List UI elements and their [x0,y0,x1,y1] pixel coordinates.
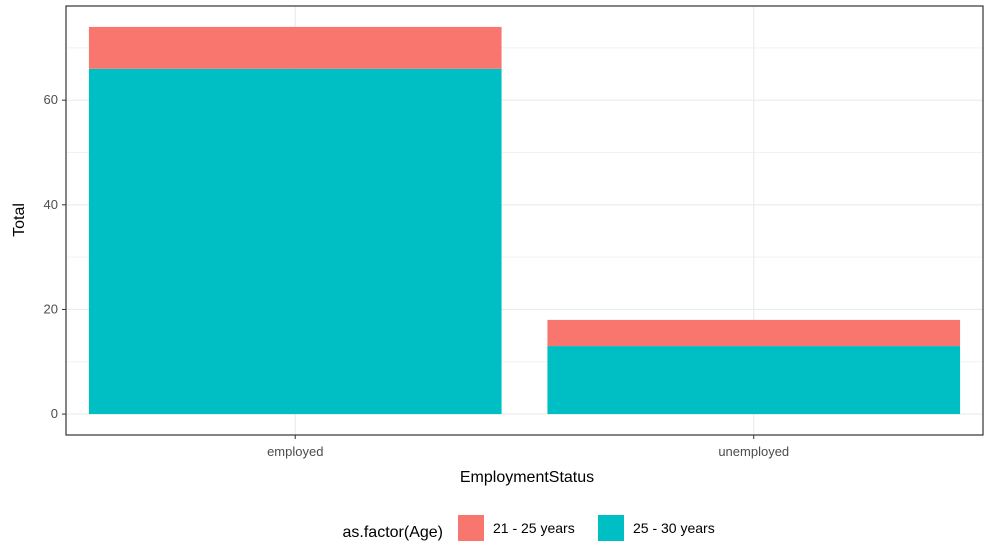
legend-key [458,515,484,541]
panel-border [65,5,984,436]
legend-label: 25 - 30 years [633,520,715,536]
legend: as.factor(Age) 21 - 25 years 25 - 30 year… [343,515,715,541]
bar-segment [88,68,502,415]
legend-key [598,515,624,541]
x-tick-label: employed [267,444,323,459]
bar-segment [547,319,961,347]
x-tick-label: unemployed [718,444,789,459]
y-tick-label: 0 [51,406,58,421]
plot-area: 0 20 40 60 employed unemployed [44,5,984,459]
bar-segment [88,26,502,69]
y-tick-label: 60 [44,92,58,107]
legend-label: 21 - 25 years [493,520,575,536]
bar-segment [547,346,961,415]
x-axis-title: EmploymentStatus [460,469,594,486]
y-axis-title: Total [11,203,28,237]
legend-title: as.factor(Age) [343,524,443,541]
y-tick-label: 40 [44,197,58,212]
y-tick-label: 20 [44,301,58,316]
